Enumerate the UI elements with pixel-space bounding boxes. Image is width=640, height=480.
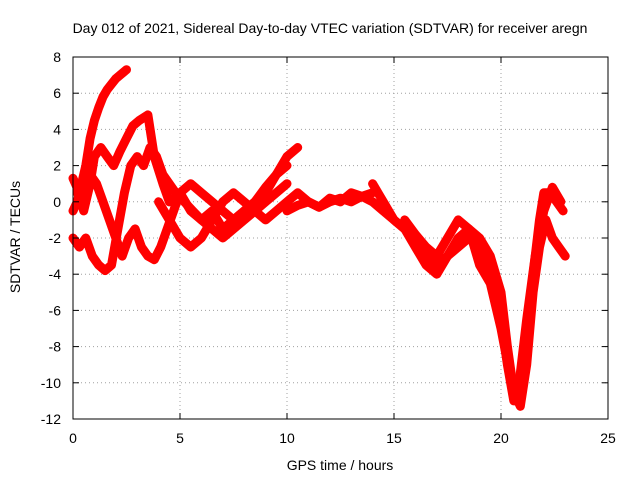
chart-title: Day 012 of 2021, Sidereal Day-to-day VTE… xyxy=(73,20,588,36)
y-tick-label: -8 xyxy=(49,339,62,355)
x-tick-label: 0 xyxy=(69,430,77,446)
x-tick-label: 5 xyxy=(176,430,184,446)
y-tick-label: 4 xyxy=(53,121,61,137)
y-tick-label: -2 xyxy=(49,230,62,246)
x-tick-label: 10 xyxy=(279,430,295,446)
series-group xyxy=(68,65,570,411)
x-tick-label: 15 xyxy=(386,430,402,446)
y-tick-label: -12 xyxy=(41,411,61,427)
series-track-3 xyxy=(68,143,292,276)
y-tick-label: -4 xyxy=(49,266,62,282)
y-tick-label: -10 xyxy=(41,375,61,391)
y-tick-label: 0 xyxy=(53,194,61,210)
y-tick-label: 8 xyxy=(53,49,61,65)
x-tick-label: 20 xyxy=(493,430,509,446)
x-axis-title: GPS time / hours xyxy=(287,457,394,473)
x-tick-label: 25 xyxy=(600,430,616,446)
y-axis-title: SDTVAR / TECUs xyxy=(7,181,23,293)
series-track-8 xyxy=(400,182,566,397)
y-tick-label: 6 xyxy=(53,85,61,101)
axis-ticks: -12 -10 -8 -6 -4 -2 0 2 4 6 8 0 5 10 15 20 25 xyxy=(41,49,616,446)
y-tick-label: 2 xyxy=(53,158,61,174)
y-tick-label: -6 xyxy=(49,302,62,318)
